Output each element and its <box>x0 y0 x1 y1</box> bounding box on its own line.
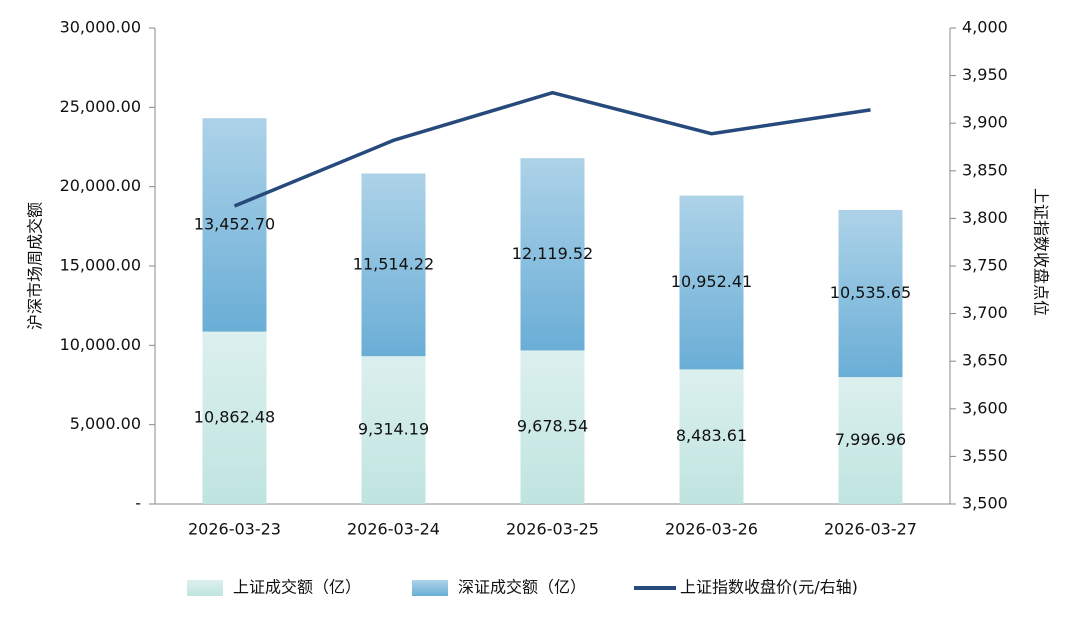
bar <box>202 118 267 332</box>
legend-swatch <box>412 580 448 596</box>
y-tick-label: 10,000.00 <box>60 335 141 354</box>
data-label: 13,452.70 <box>194 214 275 233</box>
y-tick-label: - <box>135 494 141 513</box>
y2-tick-label: 3,600 <box>962 398 1008 417</box>
data-label: 10,535.65 <box>830 283 911 302</box>
y2-tick-label: 3,500 <box>962 494 1008 513</box>
y2-tick-label: 3,850 <box>962 160 1008 179</box>
data-label: 9,678.54 <box>517 417 588 436</box>
data-label: 10,952.41 <box>671 272 752 291</box>
y2-tick-label: 4,000 <box>962 18 1008 37</box>
legend-swatch <box>187 580 223 596</box>
y-tick-label: 30,000.00 <box>60 18 141 37</box>
y-axis-label: 沪深市场周成交额 <box>26 202 45 330</box>
bar <box>361 173 426 357</box>
y2-tick-label: 3,800 <box>962 208 1008 227</box>
bar <box>679 369 744 504</box>
y2-tick-label: 3,700 <box>962 303 1008 322</box>
x-tick-label: 2026-03-25 <box>506 520 599 539</box>
y-tick-label: 20,000.00 <box>60 176 141 195</box>
x-tick-label: 2026-03-24 <box>347 520 440 539</box>
data-label: 12,119.52 <box>512 244 593 263</box>
y2-tick-label: 3,900 <box>962 113 1008 132</box>
bar <box>838 377 903 504</box>
x-tick-label: 2026-03-27 <box>824 520 917 539</box>
data-label: 7,996.96 <box>835 430 906 449</box>
bar <box>202 331 267 504</box>
legend-label: 上证指数收盘价(元/右轴) <box>680 578 858 597</box>
y2-tick-label: 3,650 <box>962 351 1008 370</box>
data-label: 8,483.61 <box>676 426 747 445</box>
data-label: 9,314.19 <box>358 420 429 439</box>
legend-label: 上证成交额（亿） <box>233 578 361 597</box>
bar <box>838 209 903 378</box>
legend-label: 深证成交额（亿） <box>458 578 586 597</box>
line <box>233 90 871 208</box>
x-tick-label: 2026-03-26 <box>665 520 758 539</box>
data-label: 11,514.22 <box>353 254 434 273</box>
bar <box>520 350 585 504</box>
y2-tick-label: 3,950 <box>962 65 1008 84</box>
y-tick-label: 15,000.00 <box>60 256 141 275</box>
bar <box>520 158 585 351</box>
bar <box>361 356 426 504</box>
y-tick-label: 25,000.00 <box>60 97 141 116</box>
data-label: 10,862.48 <box>194 407 275 426</box>
y2-tick-label: 3,750 <box>962 256 1008 275</box>
y-tick-label: 5,000.00 <box>70 414 141 433</box>
y2-axis-label: 上证指数收盘点位 <box>1032 188 1051 316</box>
x-tick-label: 2026-03-23 <box>188 520 281 539</box>
y2-tick-label: 3,550 <box>962 446 1008 465</box>
bar <box>679 195 744 370</box>
